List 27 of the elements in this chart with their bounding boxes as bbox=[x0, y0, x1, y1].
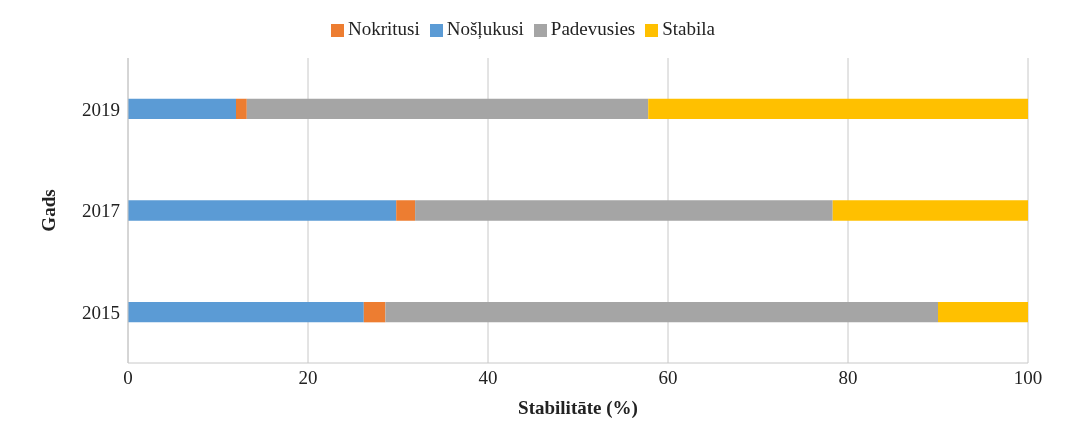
bar bbox=[246, 98, 649, 119]
y-tick-label: 2019 bbox=[82, 98, 120, 120]
bar bbox=[648, 98, 1028, 119]
x-tick-label: 80 bbox=[838, 367, 858, 389]
bar bbox=[363, 302, 386, 323]
bar bbox=[236, 98, 247, 119]
legend-label: Nošļukusi bbox=[446, 18, 524, 39]
x-tick-label: 100 bbox=[1013, 367, 1043, 389]
bar bbox=[396, 200, 416, 221]
legend-label: Stabila bbox=[662, 18, 716, 39]
x-tick-label: 20 bbox=[298, 367, 318, 389]
y-tick-label: 2015 bbox=[82, 301, 120, 323]
bar bbox=[128, 302, 364, 323]
y-tick-label: 2017 bbox=[82, 200, 120, 222]
bar bbox=[832, 200, 1028, 221]
bar bbox=[128, 200, 397, 221]
x-tick-label: 40 bbox=[478, 367, 498, 389]
bar bbox=[938, 302, 1028, 323]
bar bbox=[385, 302, 938, 323]
bar bbox=[415, 200, 833, 221]
x-tick-label: 60 bbox=[658, 367, 678, 389]
bar bbox=[128, 98, 236, 119]
legend-label: Padevusies bbox=[550, 18, 636, 39]
legend-label: Nokritusi bbox=[347, 18, 420, 39]
x-tick-label: 0 bbox=[123, 367, 133, 389]
x-axis-title: Stabilitāte (%) bbox=[518, 397, 638, 420]
y-axis-title: Gads bbox=[37, 189, 59, 232]
